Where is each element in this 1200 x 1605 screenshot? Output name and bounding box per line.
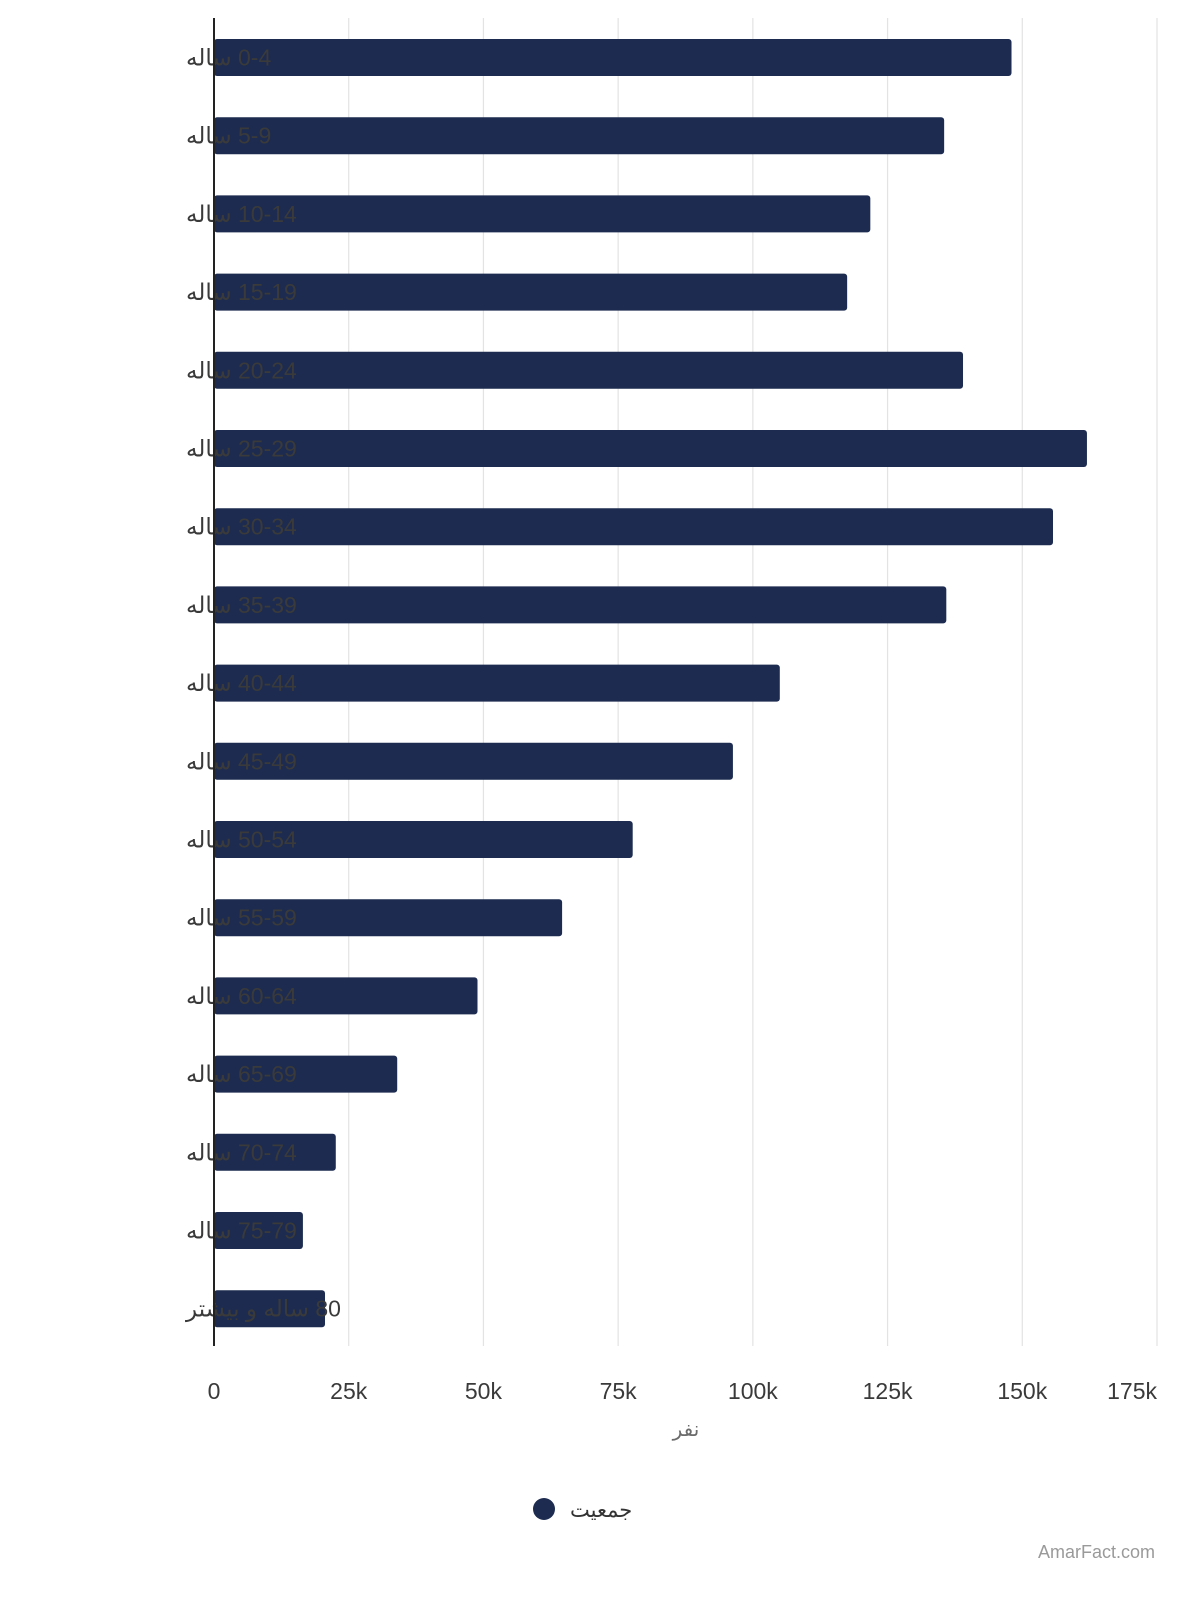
legend[interactable]: جمعیت [533,1498,632,1522]
bar[interactable] [214,899,563,937]
bar[interactable] [214,977,478,1015]
watermark: AmarFact.com [1038,1542,1155,1562]
x-tick-label: 125k [863,1378,913,1404]
bar[interactable] [214,1055,398,1093]
category-label: 25-29 ساله [186,436,297,462]
category-label: 30-34 ساله [186,514,297,540]
category-label: 60-64 ساله [186,983,297,1009]
category-label: 20-24 ساله [186,357,297,383]
bar[interactable] [214,195,871,233]
category-label: 70-74 ساله [186,1139,297,1165]
bar[interactable] [214,351,964,389]
x-tick-label: 175k [1107,1378,1157,1404]
x-tick-label: 50k [465,1378,503,1404]
legend-label: جمعیت [570,1499,632,1522]
category-label: 50-54 ساله [186,827,297,853]
category-label: 55-59 ساله [186,905,297,931]
bar[interactable] [214,664,780,702]
x-tick-label: 150k [997,1378,1047,1404]
category-label: 35-39 ساله [186,592,297,618]
category-label: 10-14 ساله [186,201,297,227]
category-label: 80 ساله و بیشتر [185,1296,341,1323]
category-labels: 0-4 ساله 5-9 ساله 10-14 ساله 15-19 ساله 20-2… [185,45,341,1323]
x-tick-label: 25k [330,1378,368,1404]
bars [214,39,1087,1328]
category-label: 75-79 ساله [186,1218,297,1244]
x-tick-labels: 0 25k 50k 75k 100k 125k 150k 175k [208,1378,1158,1404]
bar[interactable] [214,39,1012,76]
bar[interactable] [214,508,1054,546]
legend-marker [533,1498,555,1520]
x-tick-label: 75k [600,1378,638,1404]
bar[interactable] [214,1133,336,1171]
category-label: 40-44 ساله [186,670,297,696]
bar[interactable] [214,117,945,155]
x-tick-label: 100k [728,1378,778,1404]
category-label: 5-9 ساله [186,123,271,149]
bar[interactable] [214,273,848,311]
bar[interactable] [214,742,733,780]
bar[interactable] [214,1212,303,1249]
bar[interactable] [214,1290,326,1328]
x-tick-label: 0 [208,1378,221,1404]
category-label: 65-69 ساله [186,1061,297,1087]
bar[interactable] [214,430,1087,467]
bar[interactable] [214,586,947,624]
category-label: 15-19 ساله [186,279,297,305]
category-label: 45-49 ساله [186,748,297,774]
x-axis-title: نفر [672,1419,700,1441]
category-label: 0-4 ساله [186,45,271,71]
bar[interactable] [214,821,633,858]
